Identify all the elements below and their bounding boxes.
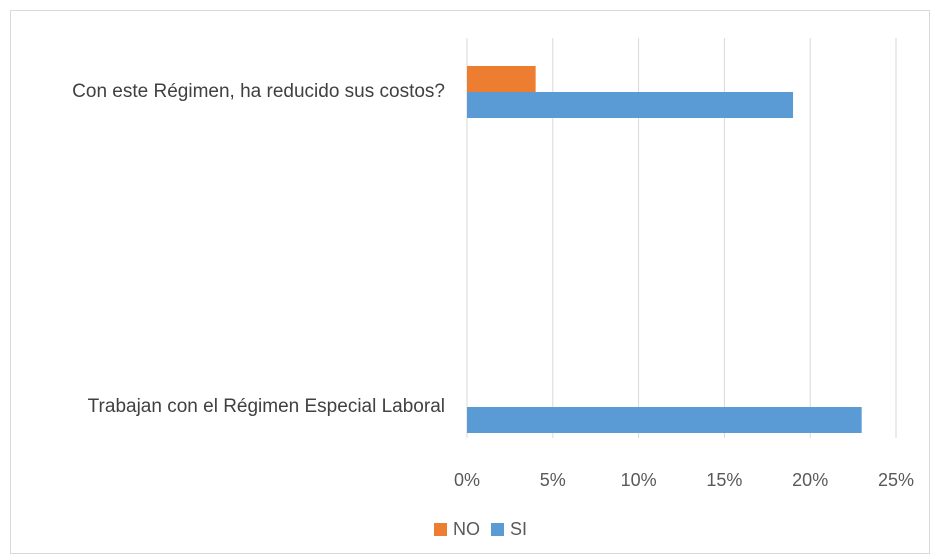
x-tick-label: 20%	[792, 470, 828, 490]
x-tick-label: 5%	[540, 470, 566, 490]
category-label: Trabajan con el Régimen Especial Laboral	[88, 396, 445, 417]
category-label: Con este Régimen, ha reducido sus costos…	[72, 81, 445, 102]
bars	[467, 66, 862, 433]
category-labels: Trabajan con el Régimen Especial Laboral…	[72, 81, 445, 417]
bar-no-1	[467, 66, 536, 92]
legend-swatch-si	[491, 523, 504, 536]
legend-swatch-no	[434, 523, 447, 536]
legend-label-no: NO	[453, 519, 480, 539]
bar-si-1	[467, 92, 794, 118]
x-tick-label: 0%	[454, 470, 480, 490]
bar-si-0	[467, 407, 862, 433]
legend-label-si: SI	[510, 519, 527, 539]
x-tick-label: 15%	[706, 470, 742, 490]
x-tick-label: 10%	[621, 470, 657, 490]
x-axis-ticks: 0% 5% 10% 15% 20% 25%	[454, 470, 914, 490]
legend: NO SI	[434, 519, 527, 539]
x-tick-label: 25%	[878, 470, 914, 490]
